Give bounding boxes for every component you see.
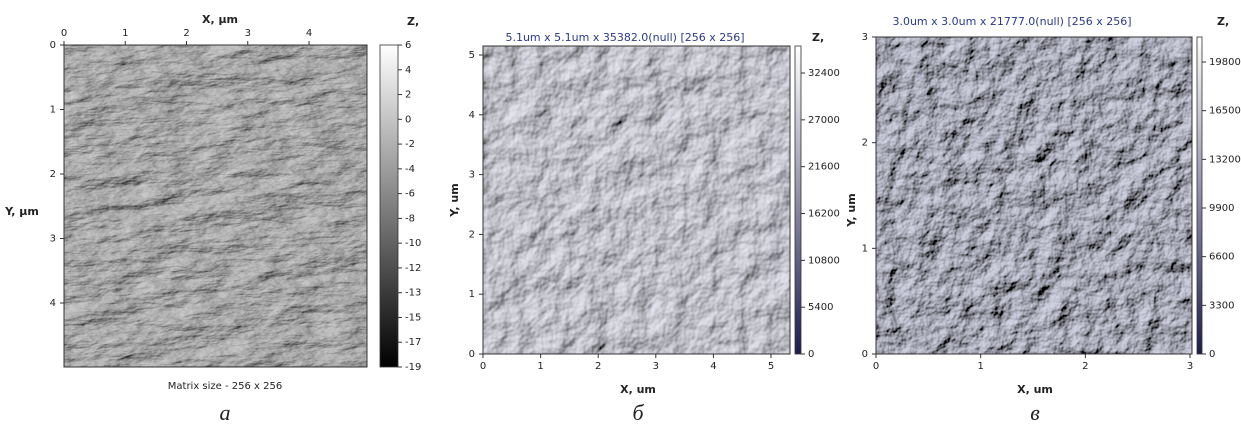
- y-tick-label: 1: [862, 243, 868, 254]
- colorbar-tick-label: 19800: [1209, 57, 1241, 68]
- y-tick-label: 3: [50, 234, 56, 245]
- y-tick-label: 0: [469, 349, 475, 360]
- colorbar-tick-label: 2: [405, 90, 411, 101]
- colorbar-tick-label: 4: [405, 65, 411, 76]
- y-tick-label: 4: [469, 110, 475, 121]
- colorbar-tick-label: 5400: [808, 302, 833, 313]
- colorbar-title: Z,: [812, 31, 824, 44]
- colorbar-tick-label: 16200: [808, 209, 840, 220]
- colorbar: [795, 46, 801, 354]
- y-tick-label: 2: [469, 229, 475, 240]
- y-axis-title: Y, um: [448, 183, 461, 217]
- panel-caption: в: [1030, 400, 1040, 425]
- image-title: 5.1um x 5.1um x 35382.0(null) [256 x 256…: [505, 31, 744, 44]
- y-axis-title: Y, um: [845, 193, 858, 227]
- colorbar-tick-label: -8: [405, 213, 415, 224]
- colorbar-tick-label: -19: [405, 362, 421, 373]
- matrix-size: Matrix size - 256 x 256: [168, 381, 282, 392]
- x-tick-label: 1: [977, 361, 983, 372]
- y-tick-label: 3: [862, 32, 868, 43]
- colorbar-title: Z,: [1217, 15, 1229, 28]
- y-tick-label: 1: [50, 105, 56, 116]
- colorbar: [380, 45, 398, 367]
- y-tick-label: 0: [50, 40, 56, 51]
- colorbar-tick-label: -10: [405, 238, 421, 249]
- x-tick-label: 0: [480, 361, 486, 372]
- image-title: 3.0um x 3.0um x 21777.0(null) [256 x 256…: [892, 15, 1131, 28]
- x-tick-label: 3: [653, 361, 659, 372]
- colorbar-tick-label: 16500: [1209, 106, 1241, 117]
- y-tick-label: 1: [469, 289, 475, 300]
- colorbar-tick-label: 0: [1209, 349, 1215, 360]
- colorbar-tick-label: 10800: [808, 255, 840, 266]
- y-tick-label: 0: [862, 349, 868, 360]
- x-tick-label: 3: [1187, 361, 1193, 372]
- y-axis-title: Y, µm: [4, 205, 39, 218]
- colorbar-tick-label: 13200: [1209, 154, 1241, 165]
- x-tick-label: 2: [1082, 361, 1088, 372]
- x-tick-label: 1: [122, 28, 128, 39]
- colorbar-tick-label: 3300: [1209, 300, 1234, 311]
- colorbar-tick-label: -17: [405, 337, 421, 348]
- x-tick-label: 4: [306, 28, 312, 39]
- colorbar: [1197, 37, 1202, 354]
- x-tick-label: 5: [768, 361, 774, 372]
- afm-image: [64, 45, 367, 367]
- x-axis-title: X, µm: [202, 13, 238, 26]
- panel-caption: б: [632, 400, 644, 425]
- x-axis-title: X, um: [1017, 383, 1053, 396]
- colorbar-tick-label: 21600: [808, 162, 840, 173]
- colorbar-tick-label: -4: [405, 164, 415, 175]
- y-tick-label: 5: [469, 50, 475, 61]
- x-axis-title: X, um: [620, 383, 656, 396]
- colorbar-tick-label: 0: [808, 349, 814, 360]
- x-tick-label: 3: [245, 28, 251, 39]
- colorbar-tick-label: 32400: [808, 68, 840, 79]
- x-tick-label: 0: [61, 28, 67, 39]
- y-tick-label: 2: [50, 169, 56, 180]
- colorbar-tick-label: -15: [405, 312, 421, 323]
- y-tick-label: 4: [50, 298, 56, 309]
- colorbar-tick-label: -12: [405, 263, 421, 274]
- colorbar-tick-label: 0: [405, 114, 411, 125]
- colorbar-tick-label: -2: [405, 139, 415, 150]
- y-tick-label: 2: [862, 138, 868, 149]
- x-tick-label: 1: [537, 361, 543, 372]
- x-tick-label: 2: [595, 361, 601, 372]
- x-tick-label: 4: [710, 361, 716, 372]
- x-tick-label: 2: [183, 28, 189, 39]
- panel-caption: а: [220, 400, 231, 425]
- afm-image: [876, 37, 1192, 354]
- colorbar-tick-label: -6: [405, 189, 415, 200]
- colorbar-tick-label: 9900: [1209, 203, 1234, 214]
- x-tick-label: 0: [873, 361, 879, 372]
- figure: 0 1 2 3 4 0 1 2 3 4 6 4 2 0 -2 -4 -6 -8 -10 -12 -13 -15 -17 -19…: [0, 0, 1241, 430]
- colorbar-tick-label: -13: [405, 288, 421, 299]
- y-tick-label: 3: [469, 170, 475, 181]
- colorbar-tick-label: 6: [405, 40, 411, 51]
- colorbar-title: Z,: [407, 15, 419, 28]
- afm-image: [483, 46, 790, 354]
- colorbar-tick-label: 27000: [808, 115, 840, 126]
- colorbar-tick-label: 6600: [1209, 252, 1234, 263]
